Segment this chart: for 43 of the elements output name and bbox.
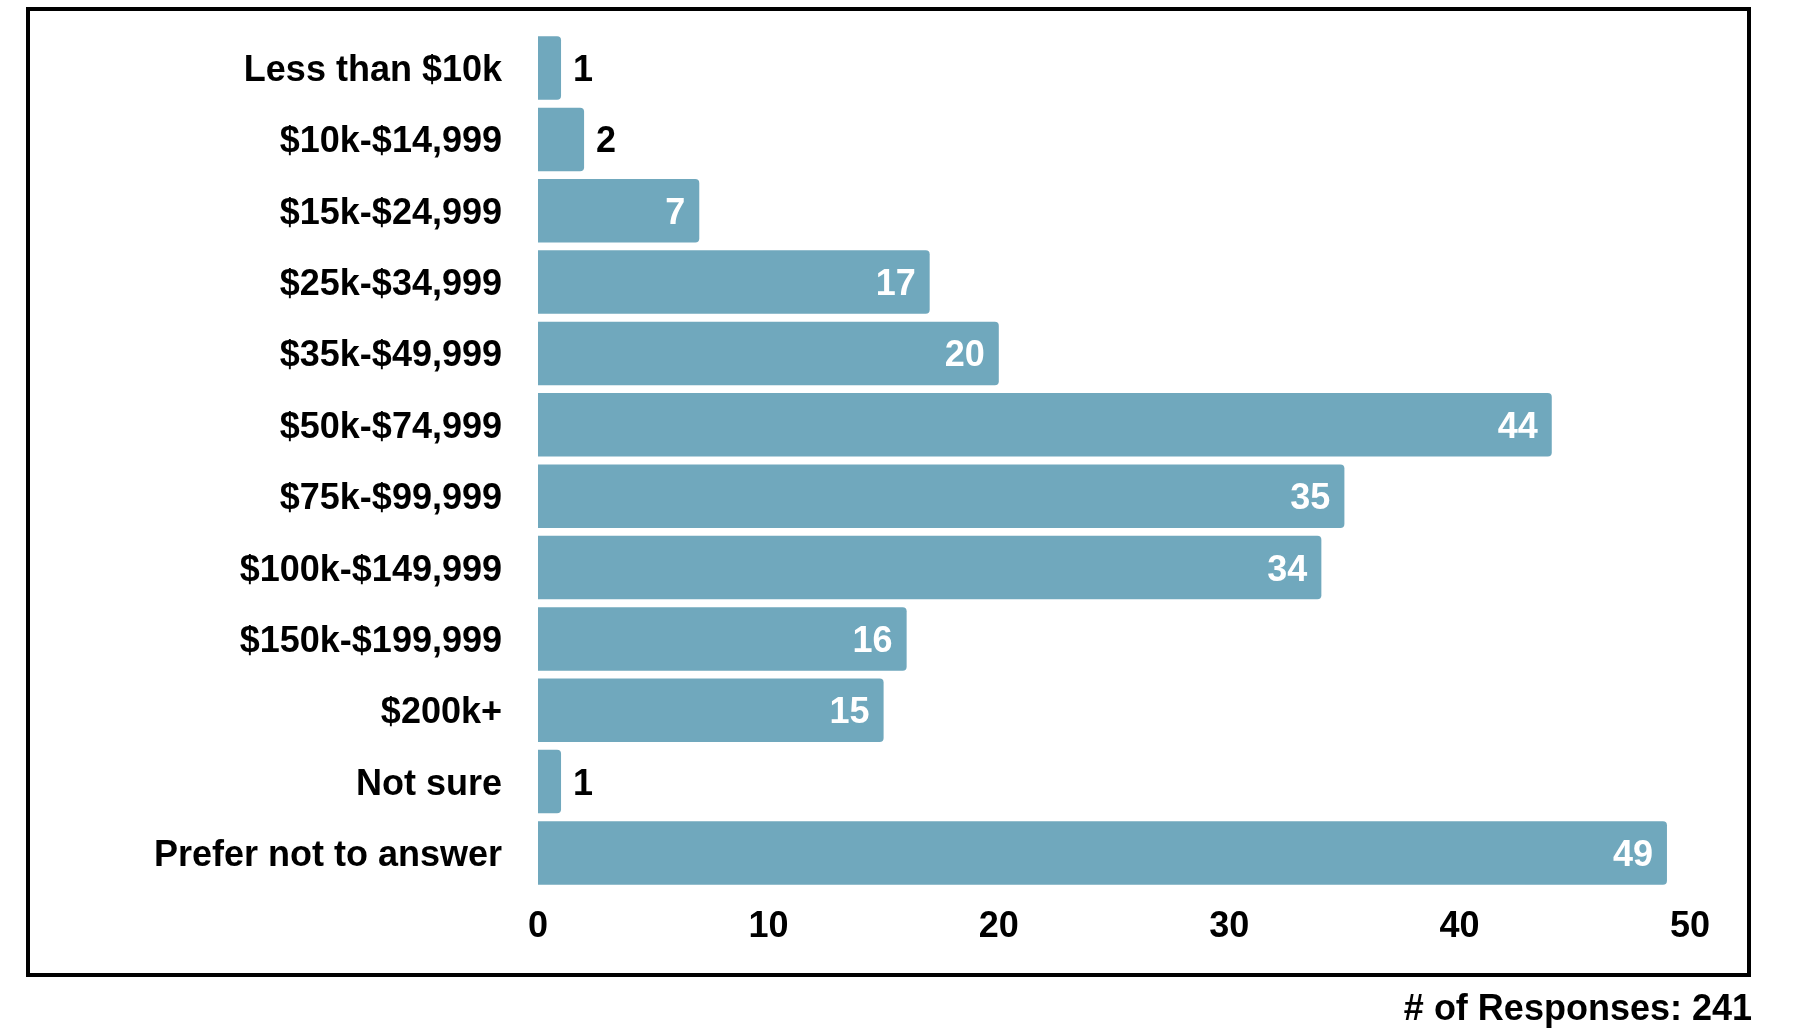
y-tick-label: Less than $10k (243, 47, 503, 89)
text: # of Responses: 241 (1403, 986, 1752, 1028)
data-label: 20 (944, 332, 985, 374)
y-tick-label: $75k-$99,999 (279, 475, 502, 517)
bar (538, 464, 1345, 528)
x-tick-label: 0 (527, 903, 549, 945)
data-label: 17 (875, 261, 916, 303)
y-tick-label: $10k-$14,999 (279, 118, 502, 160)
y-tick-label: Not sure (355, 761, 502, 803)
x-tick-label: 50 (1669, 903, 1711, 945)
y-tick-label: $50k-$74,999 (279, 404, 502, 446)
x-tick-label: 10 (748, 903, 789, 945)
y-tick-label: Prefer not to answer (153, 832, 502, 874)
data-label: 34 (1267, 547, 1308, 589)
data-label: 49 (1612, 832, 1653, 874)
data-label: 2 (596, 118, 617, 160)
data-label: 1 (573, 761, 594, 803)
data-label: 44 (1497, 404, 1538, 446)
data-label: 35 (1290, 475, 1331, 517)
x-tick-label: 20 (978, 903, 1019, 945)
data-label: 16 (852, 618, 893, 660)
bar (538, 678, 884, 742)
bar (538, 179, 700, 243)
x-tick-label: 40 (1439, 903, 1480, 945)
bar (538, 36, 562, 100)
y-tick-label: $100k-$149,999 (239, 547, 502, 589)
bar (538, 607, 907, 671)
y-tick-label: $150k-$199,999 (239, 618, 502, 660)
bar (538, 535, 1322, 600)
data-label: 15 (829, 689, 870, 731)
bar (538, 821, 1667, 885)
y-tick-label: $200k+ (380, 689, 502, 731)
y-tick-label: $25k-$34,999 (279, 261, 502, 303)
bar (538, 321, 999, 386)
y-tick-label: $35k-$49,999 (279, 332, 502, 374)
x-tick-label: 30 (1209, 903, 1250, 945)
y-tick-label: $15k-$24,999 (279, 190, 502, 232)
bar (538, 250, 930, 314)
bar (538, 749, 562, 814)
data-label: 7 (665, 190, 686, 232)
data-label: 1 (573, 47, 594, 89)
bar (538, 107, 585, 172)
bar (538, 393, 1552, 457)
